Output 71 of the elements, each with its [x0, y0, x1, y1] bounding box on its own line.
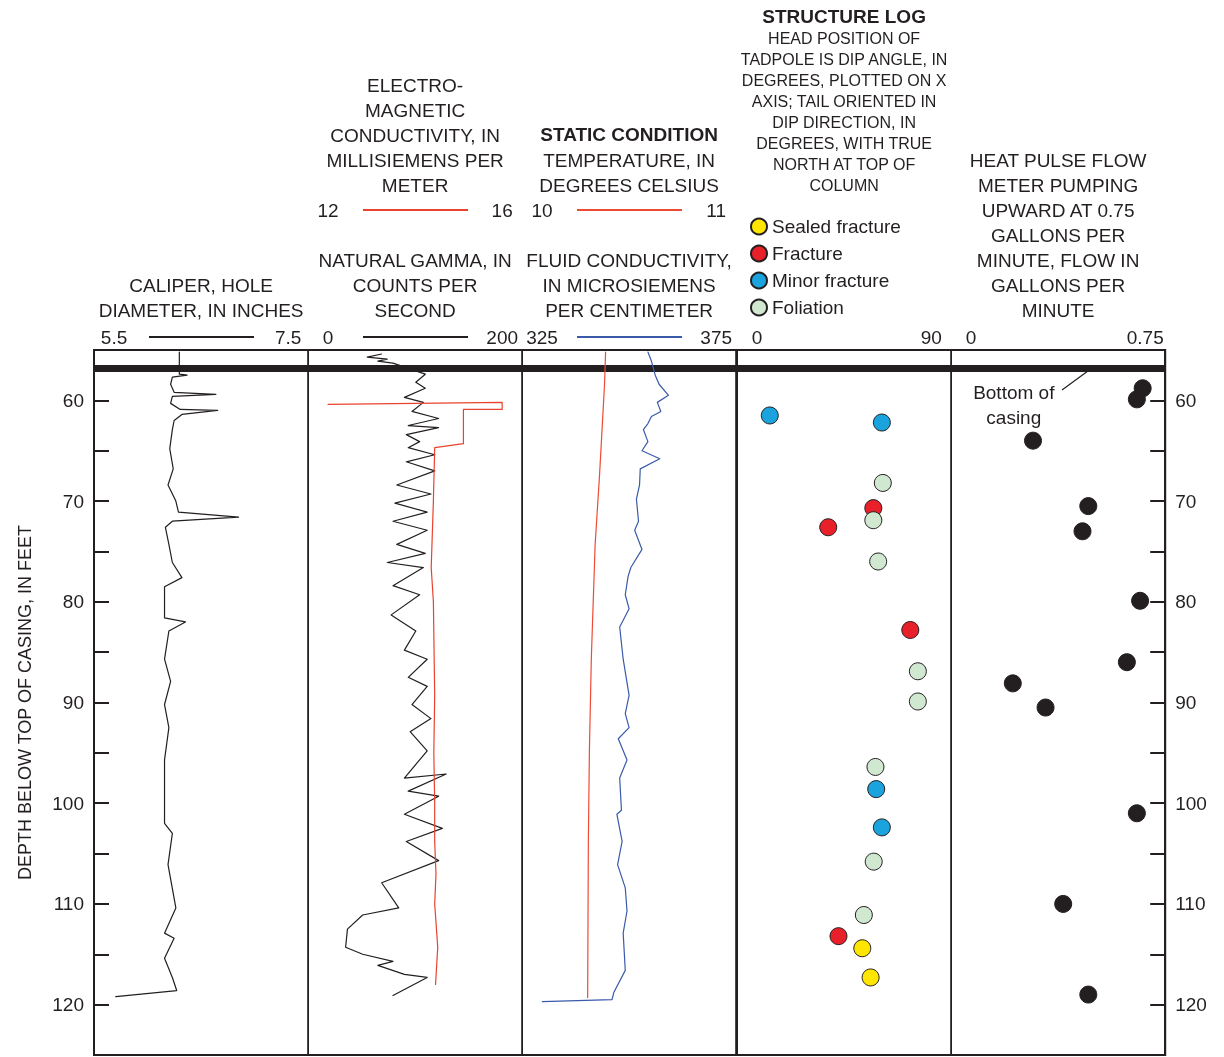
x-tick-label: 200: [486, 327, 519, 348]
point: [829, 927, 848, 946]
chart-title: STATIC CONDITION: [540, 124, 719, 145]
point: [760, 406, 779, 425]
x-tick-label: 375: [700, 327, 733, 348]
legend-label: Fracture: [771, 243, 843, 264]
point: [1079, 985, 1098, 1004]
y-tick-label: 110: [53, 893, 84, 915]
x-tick-label: 0: [965, 327, 977, 348]
x2-tick-label: 10: [531, 200, 553, 221]
y-tick-label: 80: [62, 591, 84, 613]
point: [872, 818, 891, 837]
y-tick-label: 100: [52, 792, 84, 814]
point: [1117, 653, 1136, 672]
x-tick-label: 0.75: [1126, 327, 1164, 348]
x-tick-label: 7.5: [274, 327, 302, 348]
y-tick-label: 70: [62, 490, 84, 512]
x-axis-title: FLUID CONDUCTIVITY, IN MICROSIEMENS PER CENTIMETER: [526, 250, 733, 321]
point: [868, 552, 887, 571]
point: [908, 662, 927, 681]
x-axis-title: NATURAL GAMMA, IN COUNTS PER SECOND: [318, 250, 512, 321]
point: [1003, 674, 1022, 693]
chart-subtitle: HEAD POSITION OF TADPOLE IS DIP ANGLE, IN DEGREES, PLOTTED ON X AXIS; TAIL ORIENTED IN DIP DIRECTION, IN DEGREES, WITH TRUE NORTH AT TOP OF COLUMN: [740, 30, 947, 194]
point: [854, 906, 873, 924]
point: [1127, 390, 1146, 409]
point: [1073, 522, 1092, 541]
x2-axis-title: TEMPERATURE, IN DEGREES CELSIUS: [539, 150, 720, 196]
legend-label: Sealed fracture: [771, 216, 901, 237]
x-tick-label: 0: [751, 327, 762, 348]
x-axis-title: HEAT PULSE FLOW METER PUMPING UPWARD AT 0.75 GALLONS PER MINUTE, FLOW IN GALLONS PER MINUTE: [969, 150, 1147, 321]
point: [1054, 894, 1073, 913]
chart-title: STRUCTURE LOG: [761, 6, 926, 27]
x-axis-title: CALIPER, HOLE DIAMETER, IN INCHES: [98, 275, 304, 321]
y-tick-label: 120: [1175, 994, 1207, 1016]
point: [863, 511, 882, 530]
y-tick-label: 90: [62, 692, 84, 713]
point: [1130, 591, 1149, 610]
y-tick-label: 60: [1175, 389, 1197, 411]
x2-axis-title: ELECTRO-MAGNETIC CONDUCTIVITY, IN MILLISIEMENS PER METER: [326, 75, 504, 196]
point: [1036, 698, 1055, 717]
point: [852, 939, 871, 958]
point: [866, 757, 885, 776]
y-tick-label: 100: [1175, 792, 1207, 814]
annotation: Bottom of casing: [972, 382, 1055, 429]
y-tick-label: 110: [1175, 893, 1206, 915]
y-tick-label: 120: [52, 994, 84, 1016]
point: [908, 692, 927, 711]
point: [873, 473, 892, 492]
x-tick-label: 325: [526, 327, 559, 348]
x2-tick-label: 16: [491, 200, 513, 221]
point: [872, 413, 891, 432]
legend-label: Foliation: [771, 297, 844, 318]
point: [861, 968, 880, 987]
point: [866, 780, 885, 799]
x-tick-label: 90: [920, 327, 942, 348]
point: [1127, 804, 1146, 823]
y-axis-title: DEPTH BELOW TOP OF CASING, IN FEET: [15, 524, 35, 881]
legend-label: Minor fracture: [771, 270, 889, 291]
point: [1079, 497, 1098, 516]
point: [864, 852, 883, 871]
y-tick-label: 60: [62, 389, 84, 411]
y-tick-label: 80: [1175, 591, 1197, 613]
point: [1023, 431, 1042, 450]
x2-tick-label: 11: [706, 200, 727, 221]
y-tick-label: 70: [1175, 490, 1197, 512]
y-tick-label: 90: [1175, 692, 1197, 713]
point: [900, 620, 919, 639]
x-tick-label: 0: [322, 327, 334, 348]
point: [818, 518, 837, 537]
x-tick-label: 5.5: [100, 327, 128, 348]
x2-tick-label: 12: [317, 200, 339, 221]
